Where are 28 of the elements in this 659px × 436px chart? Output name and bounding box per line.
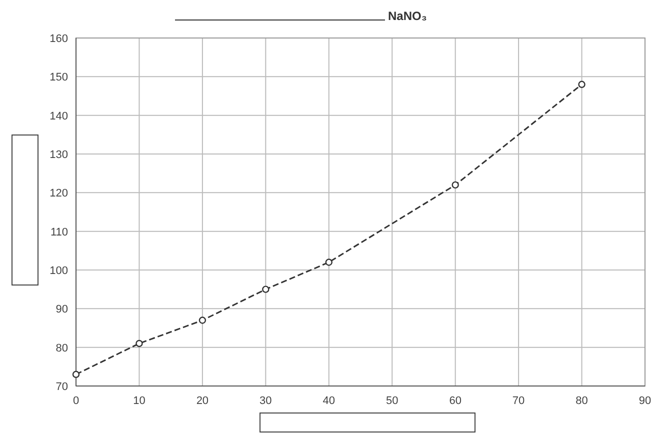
x-tick-label: 80 (576, 395, 588, 407)
x-tick-label: 40 (322, 395, 336, 407)
x-tick-label: 10 (133, 395, 146, 407)
x-tick-label: 20 (196, 395, 209, 407)
point (578, 80, 586, 88)
point (452, 181, 459, 189)
y-tick-label: 110 (50, 226, 68, 238)
chart-title: NaNO₃ (388, 9, 427, 23)
y-tick-label: 140 (50, 110, 68, 122)
point (325, 258, 332, 266)
x-tick-label: 60 (449, 395, 462, 407)
point (136, 340, 143, 348)
x-tick-label: 90 (638, 395, 652, 407)
y-tick-label: 120 (50, 188, 68, 200)
y-tick-label: 130 (50, 149, 68, 161)
y-tick-label: 70 (56, 381, 68, 393)
y-tick-label: 80 (56, 342, 68, 354)
point (262, 286, 270, 293)
x-tick-label: 0 (72, 395, 80, 407)
y-tick-label: 100 (50, 265, 68, 277)
point (198, 316, 206, 324)
y-tick-label: 160 (50, 33, 68, 45)
y-tick-label: 150 (50, 72, 68, 84)
x-tick-label: 50 (386, 395, 398, 407)
x-tick-label: 70 (512, 395, 525, 407)
x-tick-label: 30 (260, 395, 272, 407)
y-tick-label: 90 (56, 304, 68, 316)
point (72, 370, 80, 378)
